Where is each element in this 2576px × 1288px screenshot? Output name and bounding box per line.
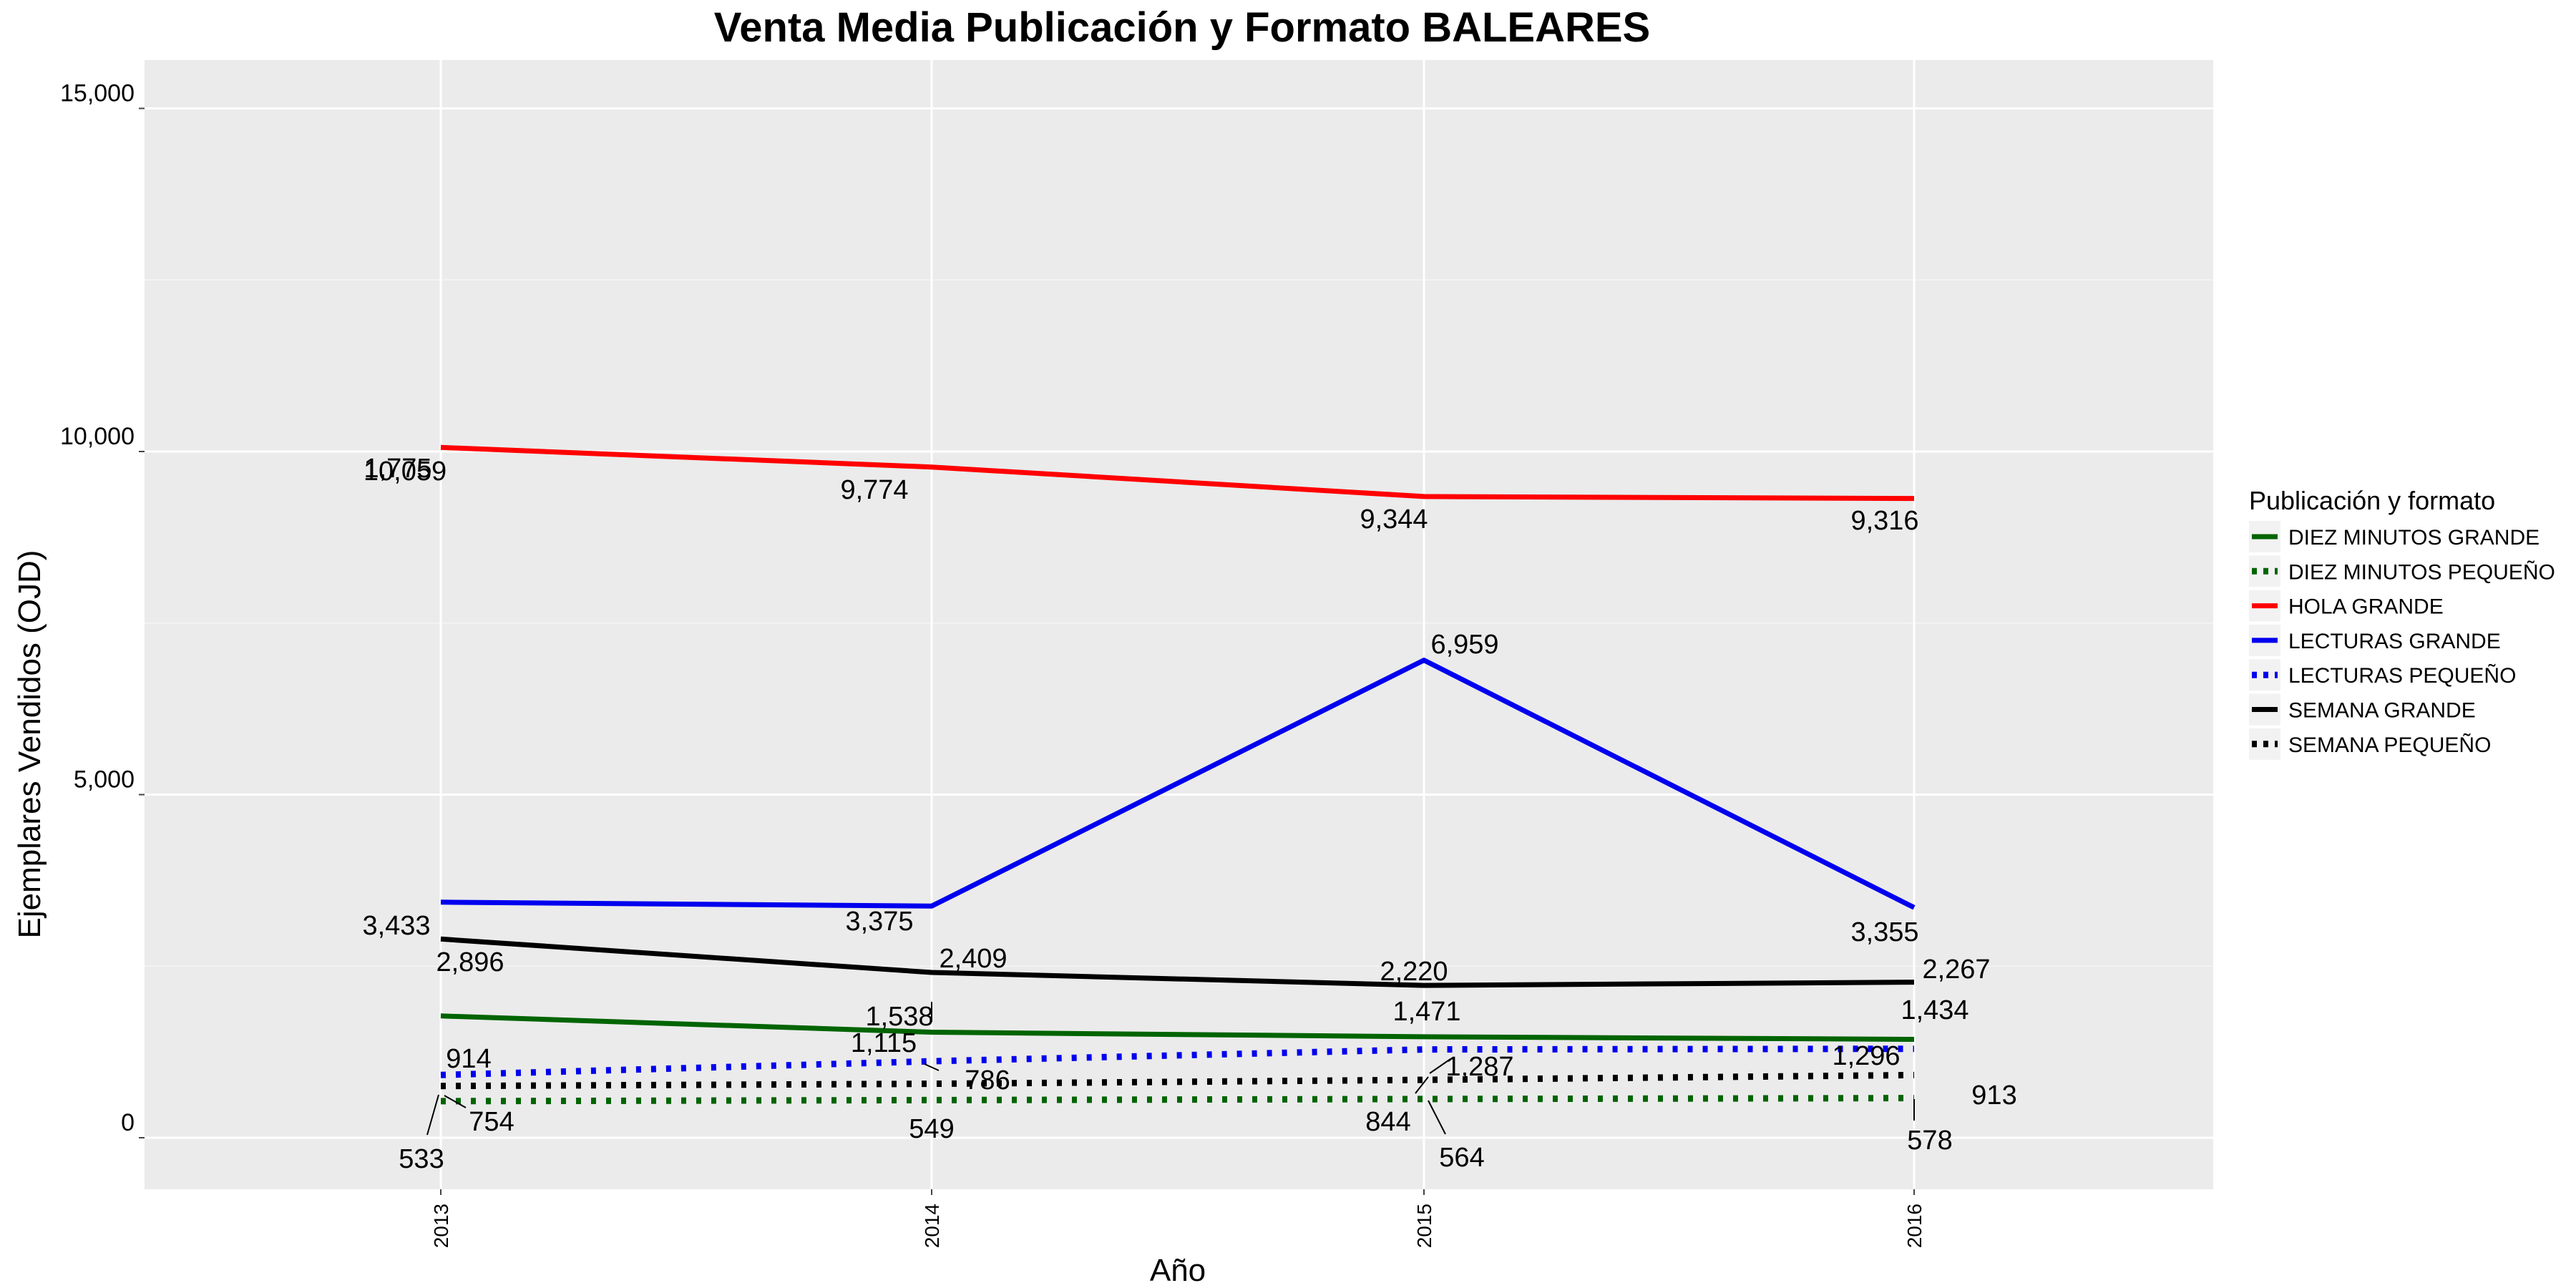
label-leader-line-2 [924, 1063, 940, 1071]
data-label: 2,220 [1380, 957, 1448, 987]
x-axis-title: Año [1150, 1253, 1206, 1288]
series-line-5 [440, 936, 1915, 988]
legend-entry-5: SEMANA GRANDE [2288, 699, 2476, 723]
series-line-0 [440, 1013, 1915, 1042]
plot-panel [145, 60, 2213, 1189]
y-axis-title: Ejemplares Vendidos (OJD) [12, 550, 47, 939]
data-label: 533 [399, 1144, 444, 1174]
x-tick-label-0: 2013 [430, 1204, 452, 1248]
legend: Publicación y formato DIEZ MINUTOS GRAND… [2249, 486, 2555, 760]
y-tick-label-0: 0 [121, 1109, 135, 1136]
y-tick-label-3: 15,000 [60, 80, 135, 107]
data-label: 564 [1439, 1143, 1484, 1173]
x-tick-label-1: 2014 [921, 1204, 943, 1248]
legend-entry-0: DIEZ MINUTOS GRANDE [2288, 526, 2540, 550]
y-tick-label-1: 5,000 [74, 766, 135, 794]
data-label: 2,267 [1922, 955, 1990, 985]
data-label: 549 [909, 1114, 954, 1144]
data-label: 3,375 [845, 907, 913, 937]
y-axis: 0 5,000 10,000 15,000 [60, 80, 145, 1138]
data-label: 1,434 [1901, 995, 1968, 1025]
x-tick-label-3: 2016 [1903, 1204, 1926, 1248]
data-label: 1,287 [1445, 1052, 1513, 1082]
legend-entry-2: HOLA GRANDE [2288, 595, 2444, 619]
legend-entry-6: SEMANA PEQUEÑO [2288, 733, 2491, 757]
data-labels: 1,775 1,538 1,471 1,434 533 549 564 578 10,059 9,… [362, 454, 2016, 1174]
data-label: 1,775 [364, 454, 431, 484]
data-label: 914 [446, 1044, 491, 1074]
data-label: 578 [1907, 1126, 1952, 1156]
series-line-2 [440, 444, 1915, 502]
legend-entry-4: LECTURAS PEQUEÑO [2288, 663, 2516, 688]
data-label: 913 [1971, 1080, 2016, 1111]
data-label: 3,355 [1850, 917, 1918, 947]
data-label: 1,296 [1832, 1041, 1900, 1071]
series-line-6 [440, 1071, 1915, 1090]
data-label: 1,115 [851, 1028, 917, 1058]
data-label: 1,471 [1392, 997, 1460, 1027]
label-leader-line-6 [1428, 1100, 1446, 1135]
data-label: 9,344 [1360, 504, 1428, 535]
data-label: 10,059 [364, 457, 447, 487]
data-label: 844 [1365, 1107, 1410, 1137]
data-label: 6,959 [1430, 630, 1498, 660]
data-label: 786 [965, 1065, 1010, 1096]
data-label: 9,774 [840, 475, 908, 505]
label-leader-line-4 [1415, 1076, 1429, 1094]
label-leader-lines [426, 1002, 1915, 1136]
label-leader-line-1 [444, 1095, 467, 1108]
label-leader-line-5 [1429, 1058, 1451, 1074]
series-line-1 [440, 1095, 1915, 1105]
series-lines [440, 444, 1916, 1105]
legend-entry-3: LECTURAS GRANDE [2288, 630, 2501, 653]
series-line-4 [440, 1045, 1915, 1078]
data-label: 1,538 [865, 1002, 933, 1032]
y-tick-label-2: 10,000 [60, 423, 135, 450]
series-line-3 [440, 658, 1916, 910]
label-leader-line-0 [426, 1094, 439, 1136]
legend-title: Publicación y formato [2249, 486, 2495, 515]
grid [145, 60, 2213, 1189]
data-label: 2,896 [436, 947, 504, 977]
legend-entry-1: DIEZ MINUTOS PEQUEÑO [2288, 560, 2555, 584]
data-label: 9,316 [1850, 506, 1918, 536]
x-tick-label-2: 2015 [1413, 1204, 1435, 1248]
data-label: 754 [469, 1107, 514, 1137]
x-axis: 2013 2014 2015 2016 [430, 1189, 1926, 1248]
chart-title: Venta Media Publicación y Formato BALEAR… [714, 4, 1650, 51]
data-label: 3,433 [362, 911, 430, 941]
data-label: 2,409 [939, 944, 1007, 974]
